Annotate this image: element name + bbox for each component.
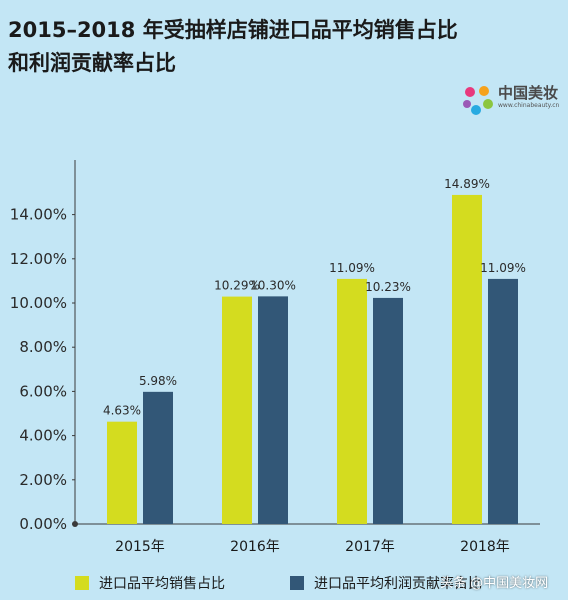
data-label-profit: 10.23% (365, 280, 411, 294)
data-label-sales: 14.89% (444, 177, 490, 191)
bar-profit (143, 391, 173, 524)
x-tick-label: 2018年 (460, 539, 510, 555)
logo-url: www.chinabeauty.cn (498, 102, 560, 109)
y-tick-label: 10.00% (10, 294, 67, 312)
y-tick-label: 14.00% (10, 206, 67, 224)
logo-mark-icon (463, 86, 493, 115)
axis-origin-dot (72, 521, 78, 527)
title-line-1: 2015–2018 年受抽样店铺进口品平均销售占比 (8, 18, 458, 42)
x-tick-label: 2016年 (230, 539, 280, 555)
legend-swatch-profit (290, 576, 304, 590)
y-tick-label: 8.00% (19, 338, 67, 356)
legend-label-profit: 进口品平均利润贡献率占比 (314, 576, 482, 592)
bar-profit (373, 297, 403, 524)
data-label-profit: 10.30% (250, 278, 296, 292)
data-label-sales: 10.29% (214, 279, 260, 293)
y-tick-label: 6.00% (19, 382, 67, 400)
legend-item-sales: 进口品平均销售占比 (75, 572, 225, 594)
bar-profit (258, 296, 288, 524)
chart-legend: 进口品平均销售占比 进口品平均利润贡献率占比 (0, 572, 568, 594)
chart-title: 2015–2018 年受抽样店铺进口品平均销售占比 和利润贡献率占比 (8, 14, 548, 80)
legend-label-sales: 进口品平均销售占比 (99, 576, 225, 592)
logo-text: 中国美妆 (498, 84, 559, 102)
bar-sales (107, 421, 137, 524)
x-tick-label: 2017年 (345, 539, 395, 555)
legend-swatch-sales (75, 576, 89, 590)
bar-sales (337, 278, 367, 524)
data-label-profit: 11.09% (480, 261, 526, 275)
title-line-2: 和利润贡献率占比 (8, 51, 176, 75)
data-label-sales: 4.63% (103, 404, 141, 418)
brand-logo: 中国美妆 www.chinabeauty.cn (460, 80, 568, 120)
y-tick-label: 2.00% (19, 471, 67, 489)
legend-item-profit: 进口品平均利润贡献率占比 (290, 572, 482, 594)
y-tick-label: 0.00% (19, 515, 67, 533)
bar-sales (222, 296, 252, 524)
data-label-sales: 11.09% (329, 261, 375, 275)
data-label-profit: 5.98% (139, 374, 177, 388)
bar-sales (452, 194, 482, 524)
y-tick-label: 12.00% (10, 250, 67, 268)
source-credit: 头条 @中国美妆网 (440, 576, 549, 591)
x-tick-label: 2015年 (115, 539, 165, 555)
y-tick-label: 4.00% (19, 427, 67, 445)
bar-profit (488, 278, 518, 524)
